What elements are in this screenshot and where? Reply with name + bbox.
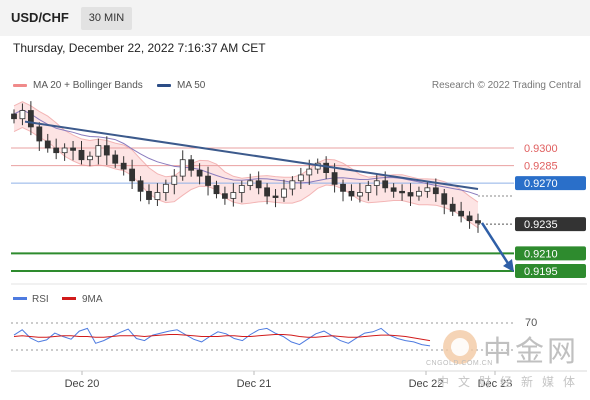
candle-body bbox=[11, 113, 17, 120]
candle-body bbox=[129, 168, 136, 182]
candle-body bbox=[53, 147, 60, 154]
rsi-legend-label: RSI bbox=[32, 294, 49, 305]
legend-ma20: MA 20 + Bollinger Bands bbox=[13, 80, 143, 91]
watermark-text: 中金网 bbox=[483, 334, 580, 368]
ma9-line bbox=[13, 334, 431, 342]
candle-body bbox=[36, 126, 43, 142]
x-tick-label: Dec 22 bbox=[409, 378, 444, 390]
candle-body bbox=[179, 159, 186, 177]
candle-body bbox=[466, 215, 473, 222]
candle-body bbox=[281, 188, 287, 198]
candle-body bbox=[331, 172, 338, 185]
candle-body bbox=[340, 183, 346, 192]
candle-body bbox=[441, 193, 448, 205]
candle-body bbox=[78, 149, 85, 161]
candle-body bbox=[458, 210, 465, 217]
candle-body bbox=[61, 147, 68, 154]
rsi-level-label: 70 bbox=[525, 317, 537, 329]
candle-body bbox=[289, 180, 296, 190]
legend-ma20-label: MA 20 + Bollinger Bands bbox=[33, 80, 143, 91]
ma9-legend-label: 9MA bbox=[82, 294, 103, 305]
candle-body bbox=[373, 180, 380, 186]
candle-body bbox=[399, 190, 405, 194]
watermark-url: CNGOLD.COM.CN bbox=[426, 360, 493, 367]
level-tag-0.9270 bbox=[515, 176, 586, 191]
ma9-legend-swatch bbox=[62, 297, 76, 300]
candle-body bbox=[247, 180, 254, 186]
symbol-label: USD/CHF bbox=[11, 10, 69, 25]
candle-body bbox=[146, 190, 152, 200]
x-tick-label: Dec 21 bbox=[237, 378, 272, 390]
candle-body bbox=[272, 195, 279, 198]
chart-datetime: Thursday, December 22, 2022 7:16:37 AM C… bbox=[13, 41, 266, 55]
level-tag-0.9195 bbox=[515, 264, 586, 278]
candle-body bbox=[137, 180, 144, 192]
level-tag-0.9210 bbox=[515, 246, 586, 261]
legend-ma50-label: MA 50 bbox=[177, 80, 206, 91]
candle-body bbox=[407, 192, 414, 197]
candle-body bbox=[416, 190, 422, 197]
timeframe-badge[interactable]: 30 MIN bbox=[81, 7, 132, 30]
candle-body bbox=[112, 154, 119, 164]
candle-body bbox=[213, 185, 220, 195]
level-tag-0.9235 bbox=[515, 217, 586, 232]
level-label-0.9210: 0.9210 bbox=[524, 248, 558, 260]
copyright-text: Research © 2022 Trading Central bbox=[431, 80, 581, 91]
candle-body bbox=[162, 183, 169, 193]
candle-body bbox=[475, 220, 481, 224]
candle-body bbox=[238, 185, 245, 193]
level-label-0.9235: 0.9235 bbox=[524, 219, 558, 231]
candle-body bbox=[432, 187, 439, 195]
candle-body bbox=[424, 187, 431, 192]
level-label-0.9300: 0.9300 bbox=[524, 143, 558, 155]
candle-body bbox=[390, 187, 397, 192]
candle-body bbox=[154, 192, 161, 200]
candle-body bbox=[19, 110, 26, 120]
trend-line bbox=[24, 120, 479, 190]
candle-body bbox=[70, 147, 76, 151]
rsi-legend-swatch bbox=[13, 297, 27, 300]
candle-body bbox=[222, 193, 228, 199]
candle-body bbox=[449, 203, 456, 212]
candle-body bbox=[323, 162, 330, 174]
legend-ma20-swatch bbox=[13, 83, 27, 87]
candle-body bbox=[205, 175, 211, 186]
candle-body bbox=[120, 162, 127, 170]
candle-body bbox=[171, 175, 178, 185]
candle-body bbox=[356, 192, 363, 197]
legend-ma50-swatch bbox=[157, 83, 171, 87]
bollinger-upper bbox=[13, 101, 479, 203]
x-tick-label: Dec 20 bbox=[65, 378, 100, 390]
watermark-logo-inner bbox=[451, 338, 469, 356]
candle-body bbox=[255, 180, 262, 189]
candle-body bbox=[297, 174, 304, 182]
candle-body bbox=[103, 145, 110, 156]
candle-body bbox=[348, 190, 355, 197]
level-label-0.9285: 0.9285 bbox=[524, 161, 558, 173]
candle-body bbox=[44, 140, 51, 149]
watermark-subtitle: 中文财经新媒体 bbox=[437, 375, 585, 389]
candle-body bbox=[230, 192, 237, 199]
forecast-arrowhead bbox=[503, 259, 514, 272]
candle-body bbox=[27, 110, 34, 128]
legend-ma50: MA 50 bbox=[157, 80, 205, 91]
candle-body bbox=[365, 185, 372, 193]
candle-body bbox=[264, 187, 270, 197]
x-tick-label: Dec 23 bbox=[478, 378, 513, 390]
forecast-arrow-shaft bbox=[480, 222, 513, 269]
candle-body bbox=[188, 159, 195, 171]
chart-header: USD/CHF 30 MIN bbox=[0, 0, 590, 36]
candle-body bbox=[196, 169, 203, 177]
level-label-0.9270: 0.9270 bbox=[524, 178, 558, 190]
candle-body bbox=[382, 180, 389, 189]
candle-body bbox=[95, 145, 102, 157]
level-label-0.9195: 0.9195 bbox=[524, 266, 558, 278]
rsi-line bbox=[13, 327, 431, 347]
candle-body bbox=[87, 155, 93, 161]
candle-body bbox=[306, 168, 313, 176]
